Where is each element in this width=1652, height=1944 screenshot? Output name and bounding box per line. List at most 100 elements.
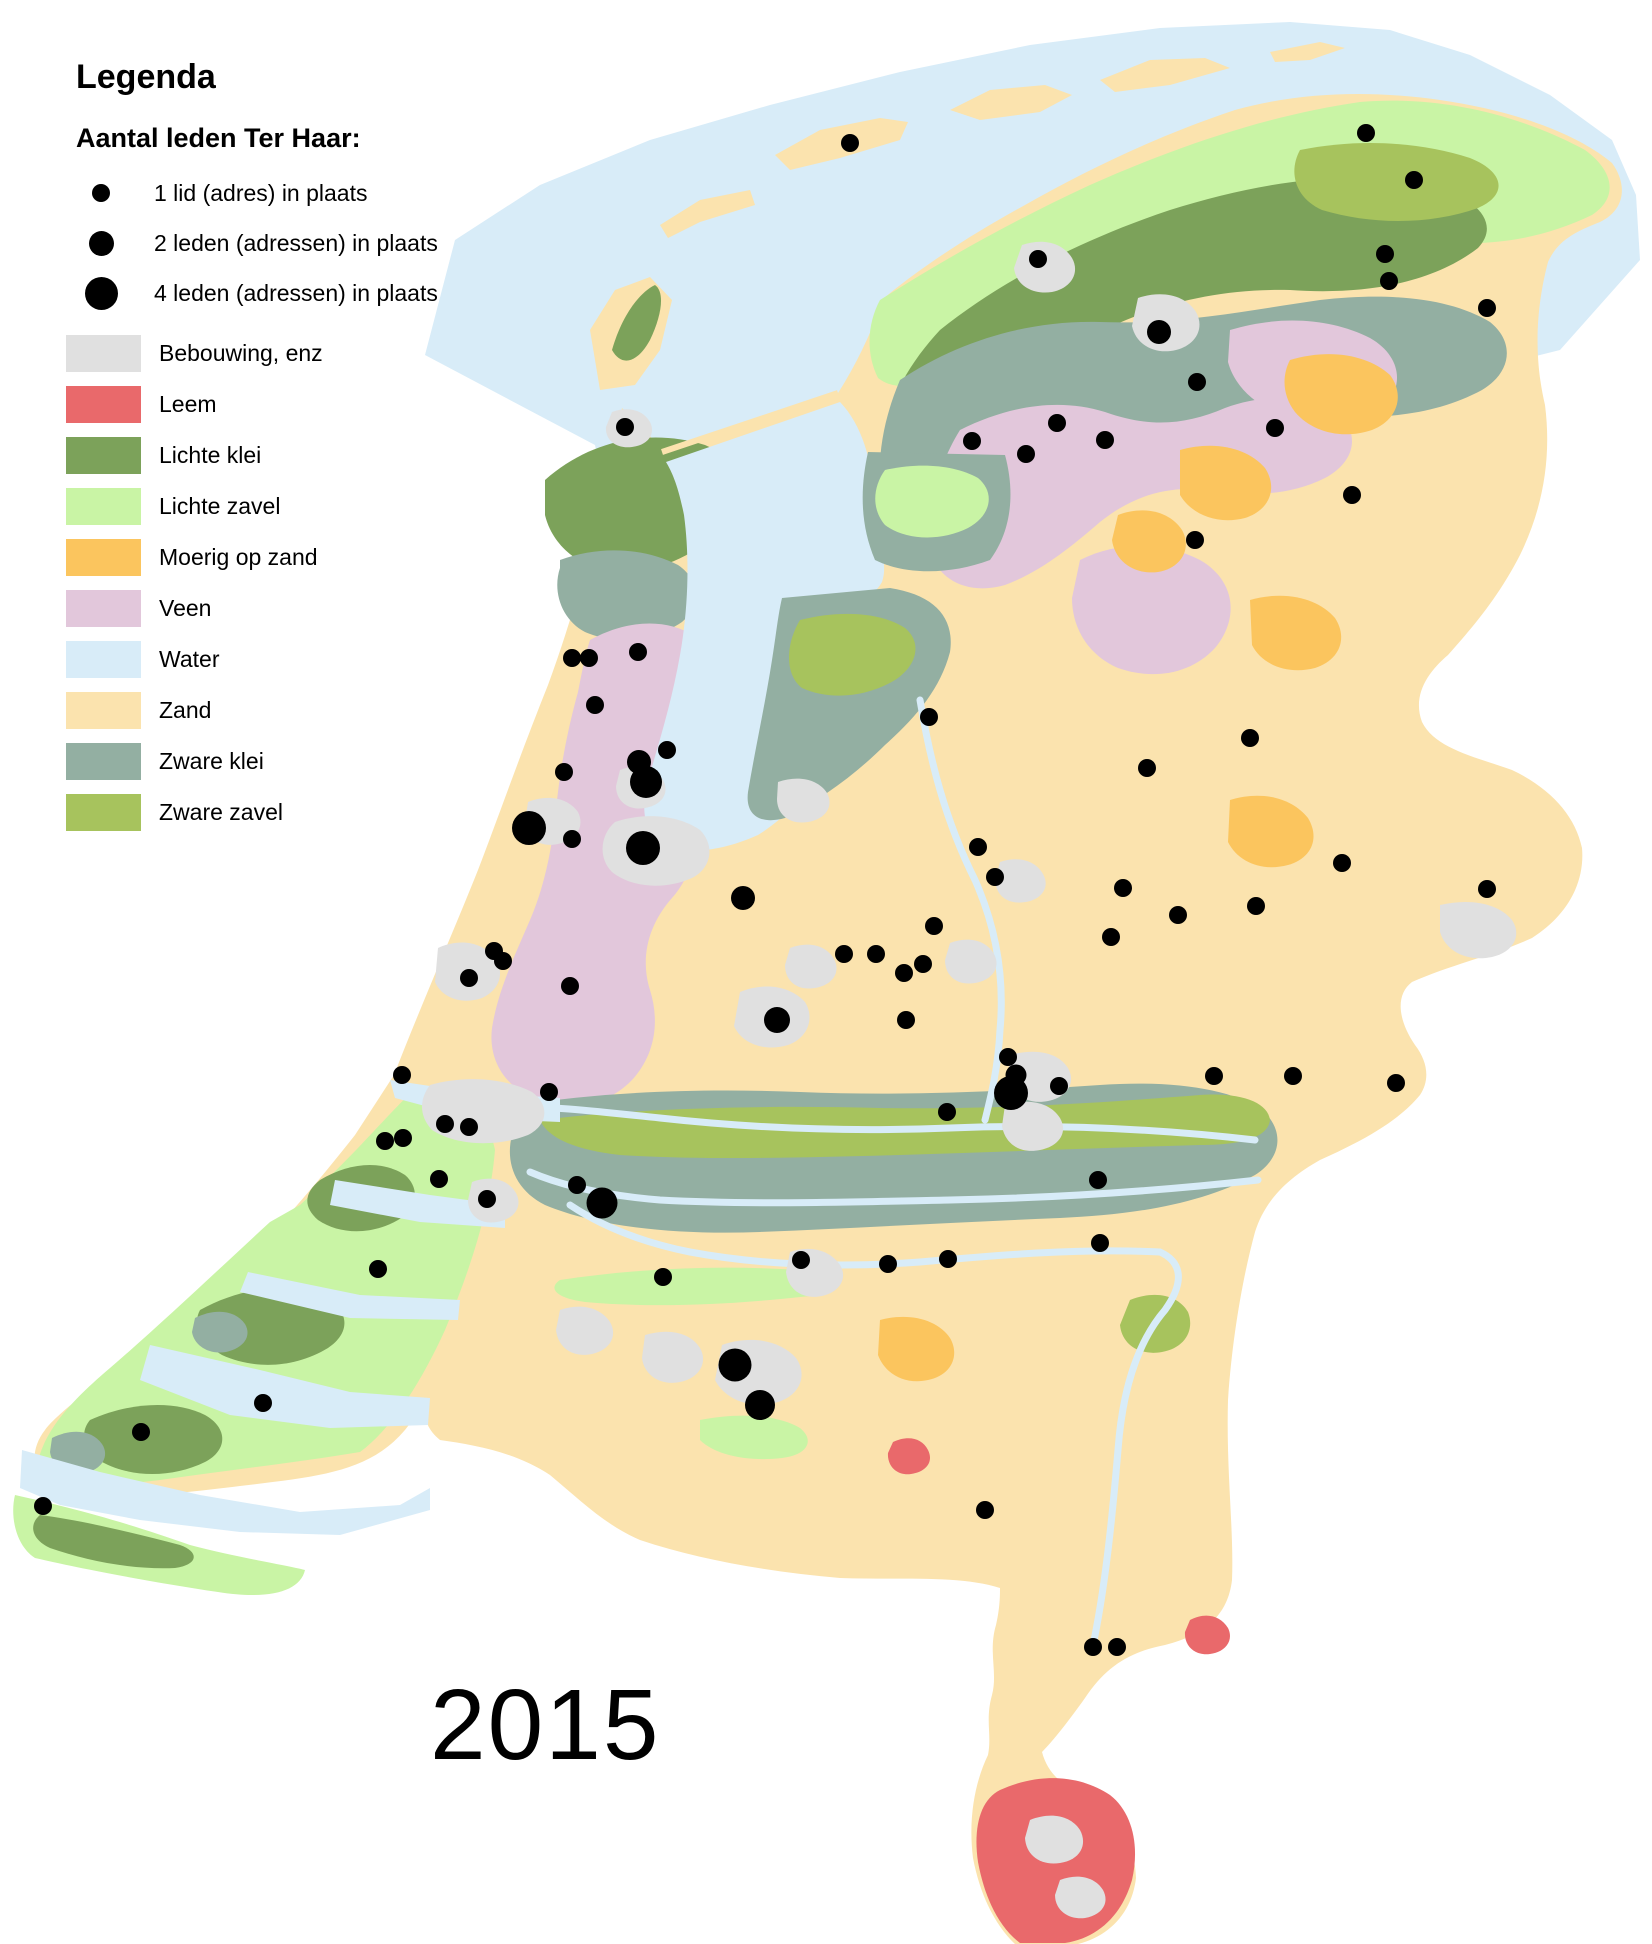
- member-dot: [1029, 250, 1047, 268]
- color-legend-item: Zware klei: [66, 736, 486, 787]
- color-legend-label: Veen: [159, 595, 212, 621]
- member-dot: [1343, 486, 1361, 504]
- island-schiermonnikoog: [1100, 58, 1230, 92]
- member-dot: [654, 1268, 672, 1286]
- member-dot: [132, 1423, 150, 1441]
- member-dot: [1266, 419, 1284, 437]
- member-dot: [1188, 373, 1206, 391]
- member-dot: [1017, 445, 1035, 463]
- size-legend-label: 4 leden (adressen) in plaats: [154, 279, 438, 306]
- member-dot: [658, 741, 676, 759]
- legend-dot-icon: [66, 230, 136, 256]
- member-dots-layer: [34, 124, 1496, 1656]
- color-legend-label: Moerig op zand: [159, 544, 318, 570]
- member-dot: [630, 766, 662, 798]
- member-dot: [1405, 171, 1423, 189]
- member-dot: [1091, 1234, 1109, 1252]
- legend-swatch-lichte_klei: [66, 437, 141, 474]
- size-legend: 1 lid (adres) in plaats 2 leden (adressen…: [66, 168, 486, 318]
- size-legend-item: 2 leden (adressen) in plaats: [66, 218, 486, 268]
- member-dot: [616, 418, 634, 436]
- member-dot: [1114, 879, 1132, 897]
- member-dot: [430, 1170, 448, 1188]
- color-legend-label: Lichte klei: [159, 442, 262, 468]
- member-dot: [460, 969, 478, 987]
- member-dot: [460, 1118, 478, 1136]
- color-legend-item: Veen: [66, 583, 486, 634]
- member-dot: [580, 649, 598, 667]
- soil-lichte-klei-zvlaanderen: [33, 1515, 194, 1569]
- member-dot: [1089, 1171, 1107, 1189]
- member-dot: [835, 945, 853, 963]
- member-dot: [563, 830, 581, 848]
- city-apeldoorn: [945, 939, 997, 984]
- member-dot: [920, 708, 938, 726]
- soil-lichte-klei-delta2: [84, 1404, 223, 1474]
- color-legend-item: Bebouwing, enz: [66, 328, 486, 379]
- color-legend-label: Zware zavel: [159, 799, 283, 825]
- member-dot: [841, 134, 859, 152]
- legend: Legenda Aantal leden Ter Haar: 1 lid (ad…: [66, 58, 486, 838]
- member-dot: [1108, 1638, 1126, 1656]
- soil-zware-zavel-groningen: [1294, 143, 1499, 222]
- island-vlieland: [660, 190, 755, 238]
- member-dot: [34, 1497, 52, 1515]
- legend-swatch-zware_zavel: [66, 794, 141, 831]
- afsluitdijk: [661, 390, 839, 455]
- member-dot: [938, 1103, 956, 1121]
- member-dot: [1241, 729, 1259, 747]
- size-legend-item: 1 lid (adres) in plaats: [66, 168, 486, 218]
- river-nederrijn: [501, 1103, 1259, 1144]
- member-dot: [969, 838, 987, 856]
- member-dot: [563, 649, 581, 667]
- member-dot: [895, 964, 913, 982]
- member-dot: [568, 1176, 586, 1194]
- legend-swatch-veen: [66, 590, 141, 627]
- color-legend-label: Zand: [159, 697, 212, 723]
- legend-swatch-moerig: [66, 539, 141, 576]
- size-legend-label: 2 leden (adressen) in plaats: [154, 229, 438, 256]
- member-dot: [1147, 320, 1171, 344]
- member-dot: [1169, 906, 1187, 924]
- flevoland-zavel: [788, 613, 916, 696]
- member-dot: [369, 1260, 387, 1278]
- member-dot: [394, 1129, 412, 1147]
- member-dot: [586, 696, 604, 714]
- member-dot: [994, 1076, 1028, 1110]
- member-dot: [986, 868, 1004, 886]
- city-maastricht: [1025, 1815, 1084, 1864]
- color-legend-item: Lichte zavel: [66, 481, 486, 532]
- member-dot: [1186, 531, 1204, 549]
- color-legend-item: Leem: [66, 379, 486, 430]
- city-nijmegen: [1002, 1101, 1064, 1151]
- member-dot: [867, 945, 885, 963]
- member-dot: [999, 1048, 1017, 1066]
- member-dot: [586, 1187, 618, 1219]
- mainland: [34, 94, 1622, 1944]
- member-dot: [1048, 414, 1066, 432]
- moerig-patch: [1228, 795, 1314, 868]
- soil-lichte-klei-north: [885, 177, 1487, 469]
- city-heerlen: [1055, 1876, 1106, 1919]
- member-dot: [976, 1501, 994, 1519]
- moerig-patch: [1284, 354, 1398, 435]
- member-dot: [1138, 759, 1156, 777]
- member-dot: [1084, 1638, 1102, 1656]
- color-legend: Bebouwing, enz Leem Lichte klei Lichte zave…: [66, 328, 486, 838]
- city-tilburg: [642, 1331, 704, 1383]
- city-breda: [556, 1306, 614, 1355]
- moerig-patch: [1250, 595, 1342, 671]
- year-label: 2015: [430, 1669, 661, 1781]
- soil-zware-klei-noordholland: [557, 550, 696, 640]
- noordoostpolder-zavel: [875, 465, 989, 538]
- legend-title: Legenda: [76, 58, 216, 96]
- member-dot: [963, 432, 981, 450]
- moerig-patch: [878, 1316, 955, 1382]
- member-dot: [925, 917, 943, 935]
- soil-moerig-patches: [878, 354, 1398, 1382]
- member-dot: [512, 811, 546, 845]
- member-dot: [718, 1348, 752, 1382]
- color-legend-label: Leem: [159, 391, 217, 417]
- member-dot: [478, 1190, 496, 1208]
- member-dot: [376, 1132, 394, 1150]
